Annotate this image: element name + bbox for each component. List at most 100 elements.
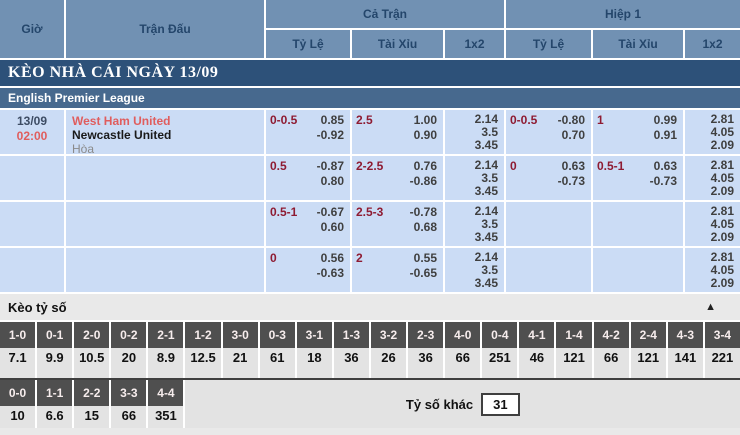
score-label: 3-0	[222, 322, 258, 348]
odds-value: 0.70	[561, 128, 585, 142]
score-odds-cell[interactable]: 0-1 9.9	[37, 322, 73, 378]
score-odds-cell[interactable]: 3-2 26	[370, 322, 407, 378]
odds-value: -0.78	[409, 205, 437, 219]
col-group-hiep-1: Hiệp 1	[506, 0, 740, 28]
score-odds-cell[interactable]: 1-3 36	[333, 322, 369, 378]
score-odds-cell[interactable]: 2-4 121	[630, 322, 666, 378]
score-odds-cell[interactable]: 2-1 8.9	[148, 322, 184, 378]
ft-overunder-cell[interactable]: 2.5-3 -0.78 0.68	[352, 202, 443, 246]
score-odds-cell[interactable]: 3-3 66	[111, 380, 147, 428]
odds-value: -0.73	[557, 174, 585, 188]
col-header-ft-ty-le: Tỷ Lệ	[266, 30, 350, 58]
h1-handicap-cell	[506, 248, 591, 292]
score-odds-cell[interactable]: 3-1 18	[296, 322, 332, 378]
odds-value: -0.87	[316, 159, 344, 173]
score-odds-cell[interactable]: 1-0 7.1	[0, 322, 36, 378]
score-label: 0-4	[482, 322, 518, 348]
score-odds-value: 141	[667, 348, 703, 378]
ft-1x2-cell[interactable]: 2.14 3.5 3.45	[445, 202, 504, 246]
ft-1x2-cell[interactable]: 2.14 3.5 3.45	[445, 248, 504, 292]
odds-line-top: 2.5-3 -0.78	[356, 205, 437, 220]
match-time-cell	[0, 202, 64, 246]
score-odds-cell[interactable]: 4-2 66	[593, 322, 629, 378]
odds-value: 0.76	[413, 159, 437, 173]
odds-line-top: 2-2.5 0.76	[356, 159, 437, 174]
away-team-name[interactable]: Newcastle United	[72, 128, 172, 142]
score-label: 3-2	[370, 322, 407, 348]
score-odds-cell[interactable]: 4-4 351	[148, 380, 184, 428]
score-odds-value: 351	[148, 406, 184, 428]
score-odds-cell[interactable]: 4-0 66	[445, 322, 481, 378]
score-label: 0-2	[111, 322, 147, 348]
handicap-line: 0.5-1	[270, 205, 298, 219]
score-odds-value: 10.5	[74, 348, 110, 378]
odds-value: 2.81	[710, 250, 734, 264]
h1-handicap-cell[interactable]: 0-0.5 -0.80 0.70	[506, 110, 591, 154]
score-odds-cell[interactable]: 0-4 251	[482, 322, 518, 378]
score-odds-cell[interactable]: 2-2 15	[74, 380, 110, 428]
score-odds-value: 9.9	[37, 348, 73, 378]
handicap-line: 0	[510, 159, 517, 173]
h1-handicap-cell[interactable]: 0 0.63 -0.73	[506, 156, 591, 200]
score-odds-value: 221	[704, 348, 740, 378]
odds-value: 3.5	[481, 217, 498, 231]
odds-value: 2.09	[710, 276, 734, 290]
score-odds-cell[interactable]: 0-0 10	[0, 380, 36, 428]
score-odds-value: 121	[556, 348, 592, 378]
score-odds-cell[interactable]: 0-3 61	[259, 322, 295, 378]
h1-1x2-cell[interactable]: 2.81 4.05 2.09	[685, 202, 740, 246]
h1-1x2-cell[interactable]: 2.81 4.05 2.09	[685, 156, 740, 200]
h1-handicap-cell	[506, 202, 591, 246]
draw-label: Hòa	[72, 142, 95, 156]
odds-value: 2.14	[474, 158, 498, 172]
handicap-line: 2.5	[356, 113, 373, 127]
handicap-line: 0	[270, 251, 277, 265]
score-odds-cell[interactable]: 1-4 121	[556, 322, 592, 378]
home-team-name[interactable]: West Ham United	[72, 114, 171, 128]
odds-line-top: 0 0.56	[270, 251, 344, 266]
h1-1x2-cell[interactable]: 2.81 4.05 2.09	[685, 110, 740, 154]
score-odds-cell[interactable]: 0-2 20	[111, 322, 147, 378]
score-label: 1-1	[37, 380, 73, 406]
score-odds-cell[interactable]: 2-0 10.5	[74, 322, 110, 378]
score-odds-value: 26	[370, 348, 407, 378]
ft-overunder-cell[interactable]: 2-2.5 0.76 -0.86	[352, 156, 443, 200]
score-odds-cell[interactable]: 4-1 46	[519, 322, 555, 378]
ft-1x2-cell[interactable]: 2.14 3.5 3.45	[445, 110, 504, 154]
h1-1x2-cell[interactable]: 2.81 4.05 2.09	[685, 248, 740, 292]
h1-overunder-cell	[593, 202, 683, 246]
score-label: 2-3	[408, 322, 444, 348]
score-label: 0-3	[259, 322, 295, 348]
ft-handicap-cell[interactable]: 0.5-1 -0.67 0.60	[266, 202, 350, 246]
odds-value: 3.45	[474, 138, 498, 152]
score-odds-cell[interactable]: 3-4 221	[704, 322, 740, 378]
score-odds-value: 6.6	[37, 406, 73, 428]
odds-value: 2.81	[710, 112, 734, 126]
handicap-line: 0-0.5	[270, 113, 298, 127]
score-odds-value: 21	[222, 348, 258, 378]
match-teams-cell	[66, 248, 264, 292]
odds-line-top: 2.5 1.00	[356, 113, 437, 128]
ft-1x2-cell[interactable]: 2.14 3.5 3.45	[445, 156, 504, 200]
score-odds-cell[interactable]: 3-0 21	[222, 322, 258, 378]
h1-overunder-cell[interactable]: 0.5-1 0.63 -0.73	[593, 156, 683, 200]
collapse-arrow-icon[interactable]: ▲	[705, 301, 716, 313]
score-odds-value: 36	[408, 348, 444, 378]
ft-handicap-cell[interactable]: 0-0.5 0.85 -0.92	[266, 110, 350, 154]
col-header-gio: Giờ	[0, 0, 64, 58]
handicap-line: 2-2.5	[356, 159, 384, 173]
score-odds-cell[interactable]: 2-3 36	[408, 322, 444, 378]
other-score-value-box[interactable]: 31	[481, 392, 520, 416]
score-label: 4-2	[593, 322, 629, 348]
odds-value: 0.99	[653, 113, 677, 127]
ft-overunder-cell[interactable]: 2.5 1.00 0.90	[352, 110, 443, 154]
h1-overunder-cell[interactable]: 1 0.99 0.91	[593, 110, 683, 154]
match-time-cell	[0, 248, 64, 292]
score-odds-cell[interactable]: 1-1 6.6	[37, 380, 73, 428]
score-odds-cell[interactable]: 4-3 141	[667, 322, 703, 378]
ft-overunder-cell[interactable]: 2 0.55 -0.65	[352, 248, 443, 292]
score-odds-cell[interactable]: 1-2 12.5	[185, 322, 221, 378]
ft-handicap-cell[interactable]: 0 0.56 -0.63	[266, 248, 350, 292]
ft-handicap-cell[interactable]: 0.5 -0.87 0.80	[266, 156, 350, 200]
